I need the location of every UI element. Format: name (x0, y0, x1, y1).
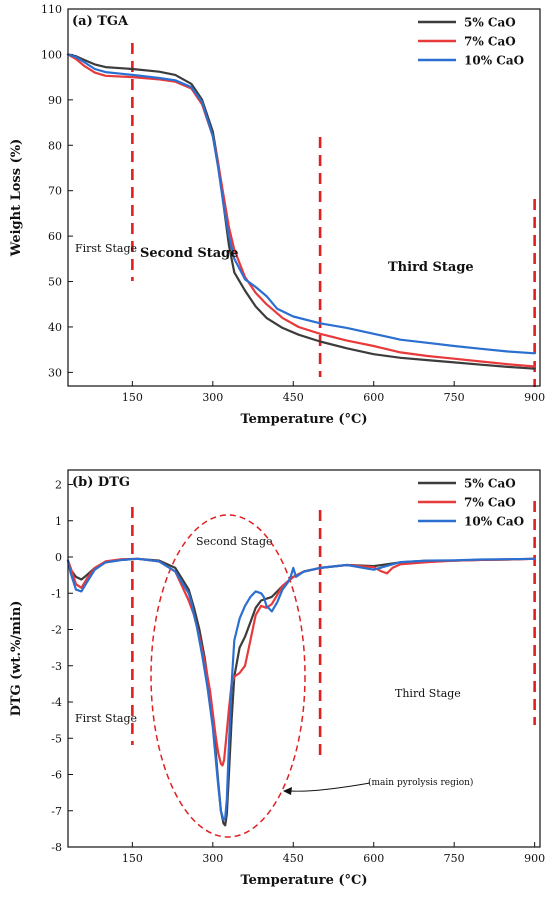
tga-x-tick-label: 750 (444, 391, 465, 404)
dtg-x-axis-label: Temperature (°C) (240, 873, 367, 888)
dtg-legend-label: 10% CaO (464, 515, 524, 529)
tga-stage-lines (131, 43, 536, 387)
dtg-y-axis-label: DTG (wt.%/min) (9, 601, 24, 717)
tga-plot-frame (67, 8, 541, 387)
tga-y-tick-label: 70 (48, 185, 62, 198)
tga-y-tick-label: 110 (41, 3, 62, 16)
dtg-legend-label: 7% CaO (464, 496, 516, 510)
dtg-x-tick-label: 150 (122, 852, 143, 865)
tga-x-tick-label: 150 (122, 391, 143, 404)
tga-panel-title: (a) TGA (72, 14, 129, 29)
dtg-x-tick-label: 450 (283, 852, 304, 865)
dtg-stage-lines (131, 501, 536, 757)
dtg-series (66, 557, 536, 827)
tga-first-stage-label: First Stage (75, 242, 137, 255)
main-pyrolysis-region-label: (main pyrolysis region) (368, 777, 473, 788)
dtg-y-tick-label: 0 (55, 551, 62, 564)
annotation-arrowhead (283, 787, 292, 795)
dtg-legend-label: 5% CaO (464, 477, 516, 491)
dtg-x-tick-label: 300 (202, 852, 223, 865)
tga-y-tick-label: 80 (48, 139, 62, 152)
tga-x-tick-label: 900 (524, 391, 545, 404)
tga-legend-label: 7% CaO (464, 35, 516, 49)
dtg-y-tick-label: -5 (51, 732, 62, 745)
tga-y-tick-label: 50 (48, 276, 62, 289)
dtg-x-tick-label: 600 (363, 852, 384, 865)
dtg-y-tick-label: -3 (51, 660, 62, 673)
dtg-y-tick-label: -6 (51, 769, 62, 782)
dtg-series-line (66, 557, 536, 767)
tga-series-line (66, 53, 536, 355)
dtg-third-stage-label: Third Stage (395, 687, 461, 700)
dtg-y-tick-label: -4 (51, 696, 62, 709)
dtg-x-tick-label: 750 (444, 852, 465, 865)
dtg-y-tick-label: -1 (51, 587, 62, 600)
main-pyrolysis-region-ellipse (150, 514, 306, 838)
dtg-x-tick-label: 900 (524, 852, 545, 865)
dtg-ticks: 150 300 450 600 750 900 -8 -7 -6 -5 -4 -3 -2 -1 0 1 2 (51, 479, 545, 866)
tga-y-axis-label: Weight Loss (%) (9, 139, 24, 257)
tga-third-stage-label: Third Stage (388, 260, 474, 275)
dtg-y-tick-label: 1 (55, 515, 62, 528)
dtg-y-tick-label: 2 (55, 479, 62, 492)
dtg-panel: 150 300 450 600 750 900 -8 -7 -6 -5 -4 -3 -2 -1 0 1 2 (b… (9, 469, 545, 888)
dtg-y-tick-label: -2 (51, 624, 62, 637)
tga-ticks: 150 300 450 600 750 900 30 40 50 60 70 80 90 100 110 (41, 3, 545, 404)
tga-y-tick-label: 90 (48, 94, 62, 107)
dtg-panel-title: (b) DTG (72, 475, 130, 490)
tga-series (66, 53, 536, 370)
tga-y-tick-label: 60 (48, 230, 62, 243)
annotation-arrow (288, 782, 371, 792)
tga-second-stage-label: Second Stage (140, 246, 239, 261)
tga-legend-label: 5% CaO (464, 16, 516, 30)
tga-panel: 150 300 450 600 750 900 30 40 50 60 70 80 90 100 110 (… (9, 3, 545, 427)
tga-x-axis-label: Temperature (°C) (240, 412, 367, 427)
tga-x-tick-label: 600 (363, 391, 384, 404)
dtg-series-line (66, 557, 536, 821)
dtg-plot-frame (67, 469, 541, 848)
tga-legend-label: 10% CaO (464, 54, 524, 68)
dtg-first-stage-label: First Stage (75, 712, 137, 725)
tga-y-tick-label: 40 (48, 321, 62, 334)
dtg-y-tick-label: -8 (51, 841, 62, 854)
tga-y-tick-label: 30 (48, 366, 62, 379)
tga-y-tick-label: 100 (41, 48, 62, 61)
tga-x-tick-label: 300 (202, 391, 223, 404)
tga-legend: 5% CaO 7% CaO 10% CaO (418, 16, 524, 68)
dtg-y-tick-label: -7 (51, 805, 62, 818)
dtg-second-stage-label: Second Stage (196, 535, 273, 548)
tga-x-tick-label: 450 (283, 391, 304, 404)
tga-series-line (66, 53, 536, 368)
dtg-legend: 5% CaO 7% CaO 10% CaO (418, 477, 524, 529)
tga-series-line (66, 53, 536, 370)
